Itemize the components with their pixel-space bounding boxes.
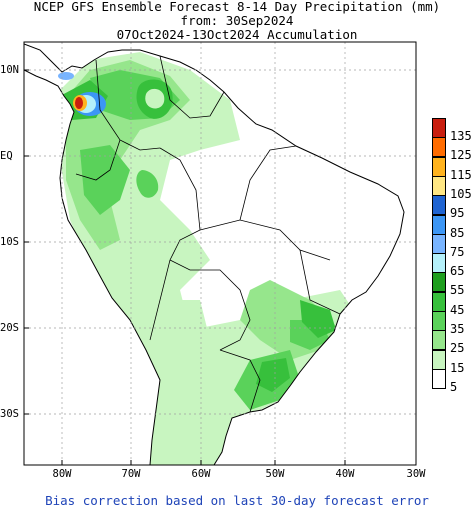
- accumulation-period: 07Oct2024-13Oct2024 Accumulation: [116, 27, 358, 42]
- legend-swatch: [432, 291, 446, 312]
- legend-swatch: [432, 195, 446, 216]
- legend-label: 75: [450, 244, 465, 259]
- forecast-issue-date: from: 30Sep2024: [180, 13, 294, 28]
- lat-label-10s: 10S: [0, 236, 19, 248]
- lon-label-70w: 70W: [121, 468, 141, 480]
- legend-swatch: [432, 156, 446, 177]
- lon-label-80w: 80W: [52, 468, 72, 480]
- legend-label: 135: [450, 129, 472, 143]
- legend-swatch: [432, 118, 446, 138]
- lon-label-60w: 60W: [191, 468, 211, 480]
- legend-label: 35: [450, 322, 465, 336]
- legend-swatch: [432, 349, 446, 370]
- legend-swatch: [432, 311, 446, 331]
- legend-swatch: [432, 175, 446, 196]
- legend-swatch: [432, 253, 446, 274]
- lat-label-eq: EQ: [0, 150, 13, 162]
- heavy-rain-hotspot: [58, 72, 106, 116]
- legend-label: 5: [450, 379, 458, 394]
- legend-label: 105: [450, 186, 472, 201]
- bias-correction-note: Bias correction based on last 30-day for…: [45, 493, 429, 508]
- legend-label: 45: [450, 302, 465, 317]
- legend-label: 115: [450, 167, 472, 182]
- axis-ticks: [24, 69, 417, 465]
- country-boundaries: [24, 43, 405, 465]
- legend-swatch: [432, 233, 446, 254]
- legend-label: 65: [450, 264, 465, 279]
- legend-label: 55: [450, 283, 465, 298]
- lon-label-30w: 30W: [406, 468, 426, 480]
- lat-label-30s: 30S: [0, 408, 19, 420]
- legend-swatch: [432, 368, 446, 389]
- legend-label: 25: [450, 341, 465, 356]
- legend-swatch: [432, 137, 446, 158]
- legend-swatch: [432, 214, 446, 235]
- map-title: NCEP GFS Ensemble Forecast 8-14 Day Prec…: [33, 0, 441, 14]
- graticule: [24, 42, 416, 465]
- precipitation-shading: [60, 52, 390, 465]
- map-frame: [23, 41, 417, 466]
- legend-label: 85: [450, 225, 465, 240]
- legend-label: 125: [450, 148, 472, 163]
- legend-label: 15: [450, 360, 465, 375]
- legend-swatch: [432, 330, 446, 351]
- lon-label-40w: 40W: [335, 468, 355, 480]
- legend-label: 95: [450, 206, 465, 221]
- lat-label-10n: 10N: [0, 64, 19, 76]
- lon-label-50w: 50W: [265, 468, 285, 480]
- legend-swatch: [432, 272, 446, 293]
- lat-label-20s: 20S: [0, 322, 19, 334]
